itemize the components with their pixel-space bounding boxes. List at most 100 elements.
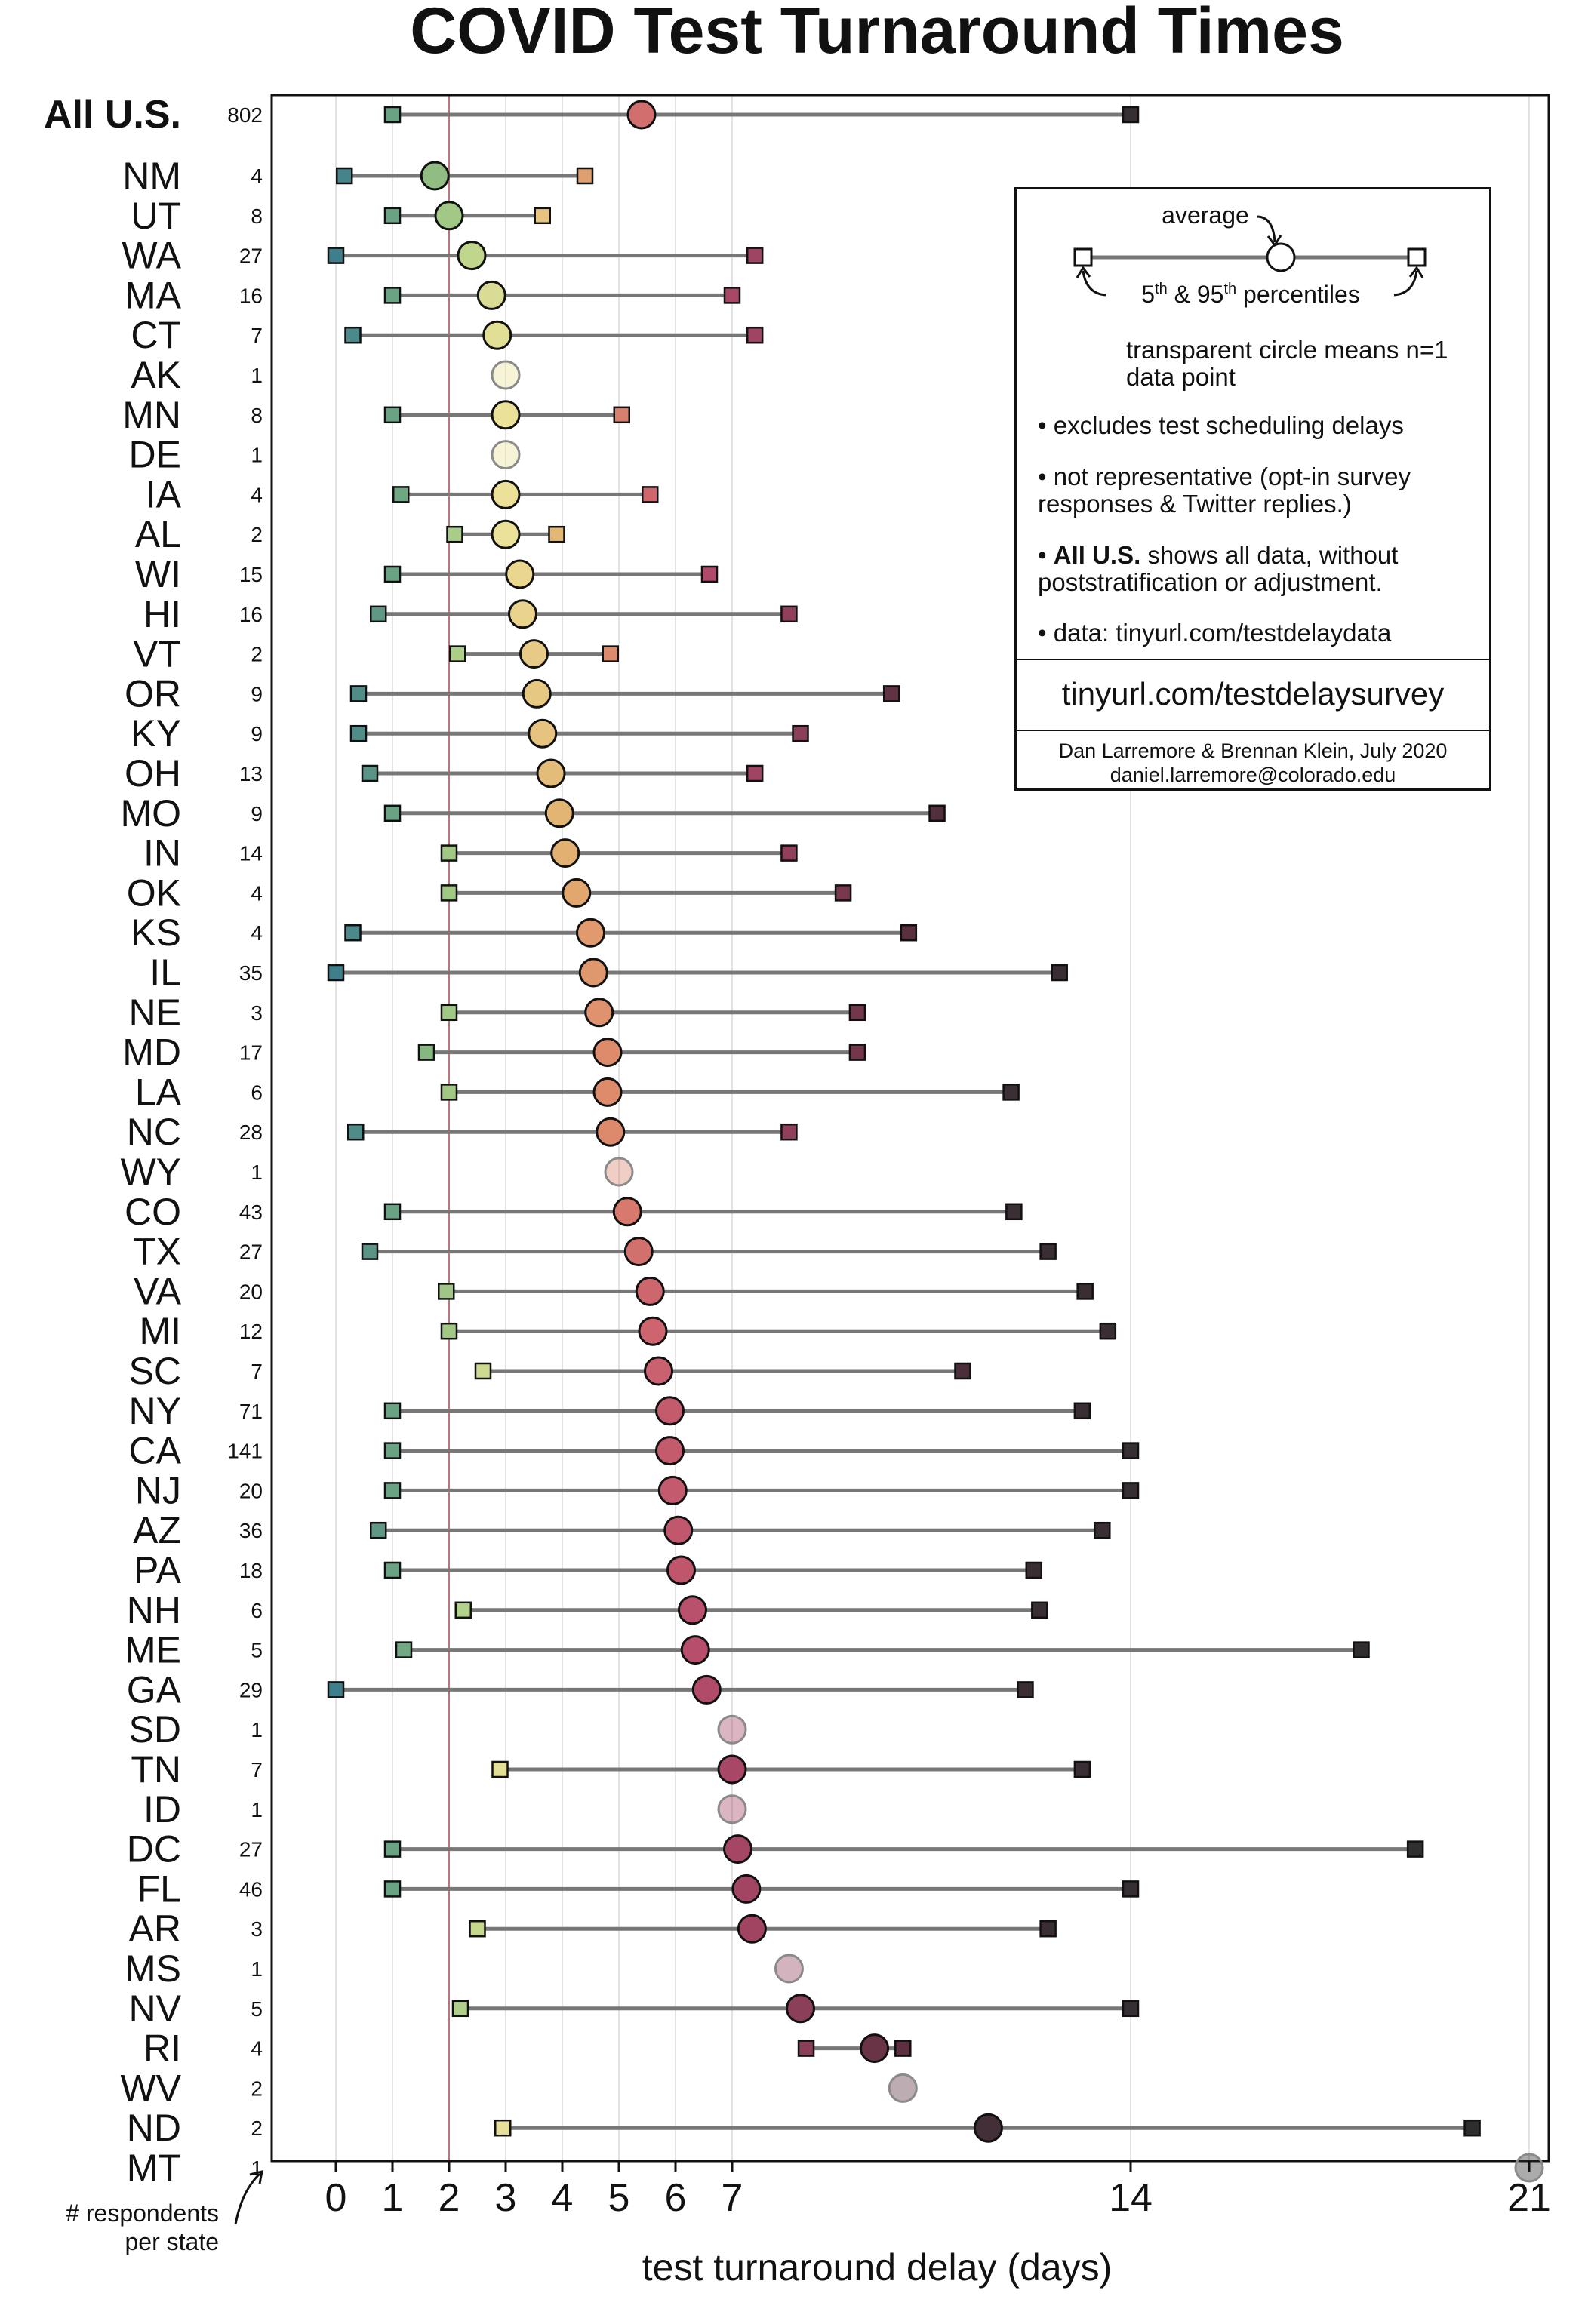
count-column-arrow bbox=[234, 2173, 260, 2225]
p5-marker-ok bbox=[440, 884, 458, 902]
p95-marker-in bbox=[780, 844, 798, 862]
row-wa: WA 27 bbox=[122, 235, 764, 277]
x-tick-label-7: 7 bbox=[722, 2176, 743, 2220]
p95-marker-ar bbox=[1039, 1920, 1057, 1938]
legend-email[interactable]: daniel.larremore@colorado.edu bbox=[1110, 764, 1396, 786]
row-label-ks: KS bbox=[131, 911, 181, 954]
row-count-sd: 1 bbox=[251, 1718, 263, 1741]
row-label-me: ME bbox=[125, 1629, 181, 1671]
p95-marker-ut bbox=[534, 207, 551, 225]
row-count-ca: 141 bbox=[227, 1440, 263, 1463]
row-tn: TN 7 bbox=[131, 1748, 1091, 1791]
row-label-oh: OH bbox=[125, 752, 181, 795]
avg-marker-vt bbox=[519, 639, 549, 669]
avg-marker-nv bbox=[786, 1994, 816, 2024]
row-label-tn: TN bbox=[131, 1748, 181, 1791]
row-label-ak: AK bbox=[131, 354, 181, 396]
p5-marker-az bbox=[370, 1521, 387, 1539]
p95-marker-nc bbox=[780, 1123, 798, 1141]
legend-credit: Dan Larremore & Brennan Klein, July 2020 bbox=[1058, 739, 1448, 762]
avg-marker-wi bbox=[505, 559, 535, 589]
legend-p5-arrow bbox=[1082, 270, 1106, 297]
row-label-ky: KY bbox=[131, 712, 181, 755]
avg-marker-ok bbox=[562, 878, 592, 908]
row-count-ny: 71 bbox=[239, 1400, 263, 1423]
avg-marker-nj bbox=[657, 1475, 688, 1505]
row-count-ks: 4 bbox=[251, 921, 263, 945]
count-column-label-line-2: per state bbox=[125, 2228, 219, 2255]
p95-marker-mi bbox=[1099, 1322, 1117, 1340]
row-label-nh: NH bbox=[127, 1589, 181, 1631]
count-column-note: # respondents per state bbox=[66, 2169, 263, 2255]
p5-marker-oh bbox=[361, 764, 379, 782]
avg-marker-me bbox=[680, 1635, 710, 1665]
p5-marker-tx bbox=[361, 1243, 379, 1260]
p95-marker-vt bbox=[602, 645, 619, 662]
p5-marker-md bbox=[417, 1044, 435, 1061]
row-ak: AK 1 bbox=[131, 354, 521, 396]
row-label-ut: UT bbox=[131, 195, 181, 237]
row-ut: UT 8 bbox=[131, 195, 551, 237]
row-ky: KY 9 bbox=[131, 712, 809, 755]
p95-marker-va bbox=[1076, 1283, 1094, 1300]
row-label-wv: WV bbox=[120, 2067, 181, 2109]
row-label-mt: MT bbox=[127, 2147, 181, 2189]
row-label-ca: CA bbox=[129, 1430, 182, 1472]
row-nd: ND 2 bbox=[127, 2107, 1481, 2149]
p5-marker-vt bbox=[449, 645, 466, 662]
p5-marker-ks bbox=[344, 924, 362, 942]
row-sc: SC 7 bbox=[129, 1350, 971, 1392]
row-count-ia: 4 bbox=[251, 483, 263, 506]
row-ks: KS 4 bbox=[131, 911, 918, 954]
p5-marker-me bbox=[395, 1641, 413, 1658]
p95-marker-wi bbox=[700, 565, 719, 583]
row-ok: OK 4 bbox=[127, 872, 852, 914]
avg-marker-fl bbox=[731, 1874, 762, 1904]
legend-average-label: average bbox=[1162, 201, 1249, 229]
avg-marker-wy bbox=[604, 1157, 634, 1187]
p5-marker-nv bbox=[451, 2000, 469, 2018]
x-tick-label-2: 2 bbox=[439, 2176, 460, 2220]
p5-marker-ny bbox=[383, 1402, 402, 1420]
row-count-ar: 3 bbox=[251, 1917, 263, 1941]
row-label-id: ID bbox=[143, 1788, 181, 1831]
p95-marker-nm bbox=[576, 167, 594, 185]
row-label-sd: SD bbox=[129, 1708, 181, 1751]
legend-survey-link[interactable]: tinyurl.com/testdelaysurvey bbox=[1061, 676, 1445, 712]
row-label-mi: MI bbox=[139, 1310, 181, 1352]
p5-marker-ga bbox=[327, 1681, 345, 1698]
legend-bullet-data-link: • data: tinyurl.com/testdelaydata bbox=[1038, 619, 1392, 647]
p5-marker-mi bbox=[440, 1322, 458, 1340]
row-fl: FL 46 bbox=[137, 1868, 1140, 1910]
legend-p5-arrowhead bbox=[1076, 266, 1091, 278]
p95-marker-mn bbox=[613, 406, 630, 424]
row-label-ne: NE bbox=[129, 991, 181, 1034]
row-count-oh: 13 bbox=[239, 762, 263, 785]
row-label-nd: ND bbox=[127, 2107, 181, 2149]
row-in: IN 14 bbox=[143, 832, 798, 875]
avg-marker-oh bbox=[536, 758, 566, 788]
row-mi: MI 12 bbox=[139, 1310, 1117, 1352]
legend-percentiles-label: 5th & 95th percentiles bbox=[1141, 281, 1360, 308]
row-count-ma: 16 bbox=[239, 284, 263, 307]
x-tick-label-4: 4 bbox=[552, 2176, 574, 2220]
row-hi: HI 16 bbox=[143, 593, 798, 635]
avg-marker-ia bbox=[491, 479, 521, 509]
row-nm: NM 4 bbox=[122, 155, 594, 197]
row-ny: NY 71 bbox=[129, 1390, 1091, 1432]
p95-marker-nv bbox=[1122, 2000, 1140, 2018]
avg-marker-nd bbox=[973, 2113, 1003, 2143]
p95-marker-or bbox=[882, 685, 900, 702]
row-md: MD 17 bbox=[122, 1031, 866, 1074]
count-column-label-line-1: # respondents bbox=[66, 2200, 219, 2227]
p95-marker-ct bbox=[746, 326, 764, 344]
legend-bullet-representative: • not representative (opt-in survey resp… bbox=[1038, 463, 1411, 518]
row-id: ID 1 bbox=[143, 1788, 747, 1831]
row-label-de: DE bbox=[129, 434, 181, 476]
row-count-or: 9 bbox=[251, 682, 263, 706]
row-label-fl: FL bbox=[137, 1868, 181, 1910]
legend-bullet-all-us: • All U.S. shows all data, without posts… bbox=[1038, 541, 1399, 596]
p5-marker-wi bbox=[383, 565, 402, 583]
row-count-ky: 9 bbox=[251, 722, 263, 745]
row-me: ME 5 bbox=[125, 1629, 1370, 1671]
